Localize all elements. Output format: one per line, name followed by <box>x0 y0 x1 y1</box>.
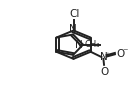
Text: N: N <box>69 24 77 34</box>
Text: +: + <box>104 52 110 58</box>
Text: O: O <box>117 49 125 59</box>
Text: ⁻: ⁻ <box>123 47 128 57</box>
Text: CH₃: CH₃ <box>84 40 100 49</box>
Text: Cl: Cl <box>70 9 80 19</box>
Text: N: N <box>100 52 107 62</box>
Text: N: N <box>75 40 82 50</box>
Text: O: O <box>100 67 108 77</box>
